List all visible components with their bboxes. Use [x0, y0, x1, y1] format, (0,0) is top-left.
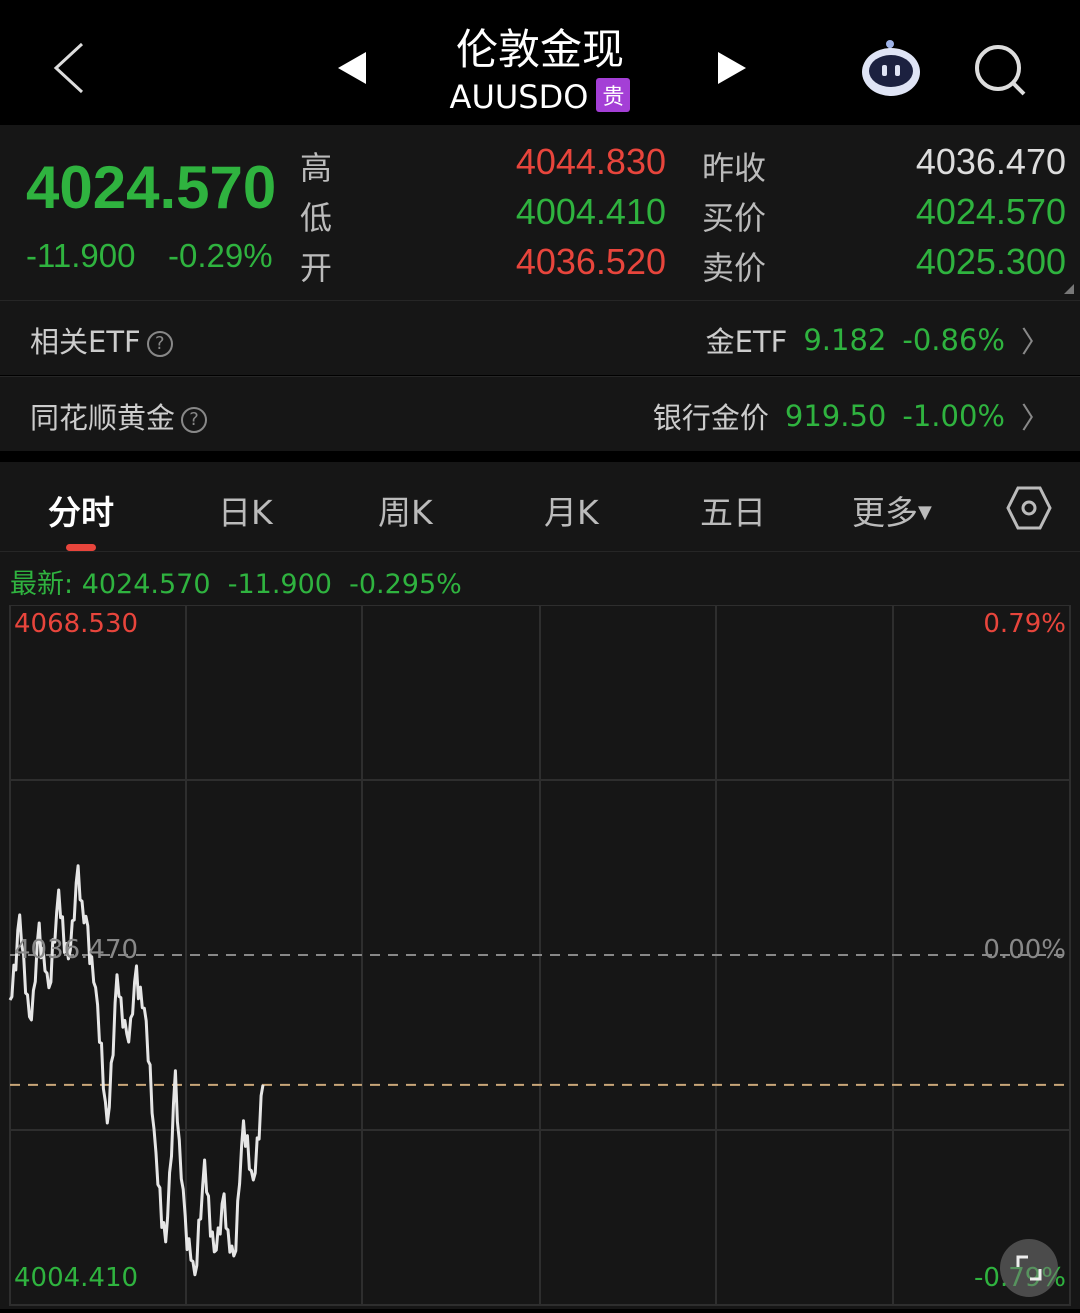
pct-max-label: 0.79%: [983, 609, 1066, 639]
active-tab-indicator: [66, 544, 96, 551]
etf-pct: -0.86%: [902, 323, 1005, 357]
chevron-right-icon: 〉: [1020, 401, 1050, 435]
quote-panel: 4024.570 -11.900 -0.29% 高 低 开 4044.830 4…: [0, 125, 1080, 300]
fullscreen-button[interactable]: [1000, 1239, 1058, 1297]
robot-icon[interactable]: [860, 38, 924, 98]
high-label: 高: [300, 149, 333, 187]
help-icon[interactable]: ?: [181, 407, 208, 433]
related-etf-label: 相关ETF?: [30, 319, 173, 361]
low-label: 低: [300, 199, 333, 237]
caret-down-icon: ▼: [918, 502, 932, 523]
ths-gold-label: 同花顺黄金?: [30, 395, 208, 437]
current-price: 4024.570: [26, 154, 277, 221]
etf-value: 9.182: [803, 323, 887, 357]
bid-value: 4024.570: [915, 191, 1066, 232]
y-mid-label: 4036.470: [14, 935, 139, 965]
open-label: 开: [300, 249, 333, 287]
y-max-label: 4068.530: [14, 609, 139, 639]
prev-close-label: 昨收: [702, 149, 767, 187]
page-title: 伦敦金现: [455, 25, 624, 74]
search-icon[interactable]: [972, 42, 1028, 98]
y-min-label: 4004.410: [14, 1263, 139, 1293]
low-value: 4004.410: [515, 191, 666, 232]
category-badge: 贵: [596, 78, 631, 112]
tab-five-day[interactable]: 五日: [700, 493, 766, 532]
related-etf-row[interactable]: 相关ETF? 金ETF 9.182 -0.86% 〉: [0, 300, 1080, 375]
triangle-left-icon[interactable]: [338, 52, 368, 84]
tab-daily-k[interactable]: 日K: [218, 493, 273, 532]
price-change: -11.900: [26, 237, 136, 274]
chart-tabs: 分时 日K 周K 月K 五日 更多▼: [0, 462, 1080, 552]
related-etf-quote: 金ETF 9.182 -0.86% 〉: [706, 319, 1050, 361]
open-value: 4036.520: [515, 241, 666, 282]
help-icon[interactable]: ?: [146, 331, 173, 357]
high-value: 4044.830: [515, 141, 666, 182]
symbol-code: AUUSDO 贵: [0, 78, 1080, 116]
bank-gold-quote: 银行金价 919.50 -1.00% 〉: [653, 395, 1050, 437]
triangle-right-icon[interactable]: [718, 52, 748, 84]
code-text: AUUSDO: [449, 78, 589, 116]
price-line: [8, 864, 265, 1277]
expand-corner-icon[interactable]: [1064, 284, 1074, 294]
tab-weekly-k[interactable]: 周K: [378, 493, 433, 532]
bank-gold-value: 919.50: [784, 399, 887, 433]
latest-price: 4024.570: [81, 569, 211, 600]
latest-change: -11.900: [227, 569, 332, 600]
settings-icon[interactable]: [1006, 486, 1052, 530]
bid-label: 买价: [702, 199, 767, 237]
intraday-chart[interactable]: 4068.530 0.79% 4036.470 0.00% 4004.410 -…: [0, 604, 1080, 1309]
tab-monthly-k[interactable]: 月K: [544, 493, 599, 532]
chevron-left-icon[interactable]: [52, 42, 86, 94]
top-bar: 伦敦金现 AUUSDO 贵: [0, 0, 1080, 125]
latest-pct: -0.295%: [349, 569, 462, 600]
etf-name: 金ETF: [705, 325, 788, 359]
latest-label: 最新:: [10, 569, 74, 600]
more-label: 更多: [852, 493, 918, 532]
price-change-pct: -0.29%: [168, 237, 273, 274]
latest-info: 最新: 4024.570 -11.900 -0.295%: [0, 552, 1080, 605]
chart-svg: [8, 604, 1071, 1306]
label-text: 相关ETF: [30, 325, 141, 359]
tab-more[interactable]: 更多▼: [852, 486, 932, 534]
prev-close-value: 4036.470: [915, 141, 1066, 182]
chevron-right-icon: 〉: [1020, 325, 1050, 359]
bank-gold-name: 银行金价: [652, 401, 769, 435]
ths-gold-row[interactable]: 同花顺黄金? 银行金价 919.50 -1.00% 〉: [0, 376, 1080, 451]
bank-gold-pct: -1.00%: [902, 399, 1005, 433]
ask-value: 4025.300: [915, 241, 1066, 282]
pct-mid-label: 0.00%: [983, 935, 1066, 965]
tab-intraday[interactable]: 分时: [48, 493, 114, 532]
fullscreen-icon: [1016, 1255, 1042, 1281]
label-text: 同花顺黄金: [30, 401, 176, 435]
ask-label: 卖价: [702, 249, 767, 287]
